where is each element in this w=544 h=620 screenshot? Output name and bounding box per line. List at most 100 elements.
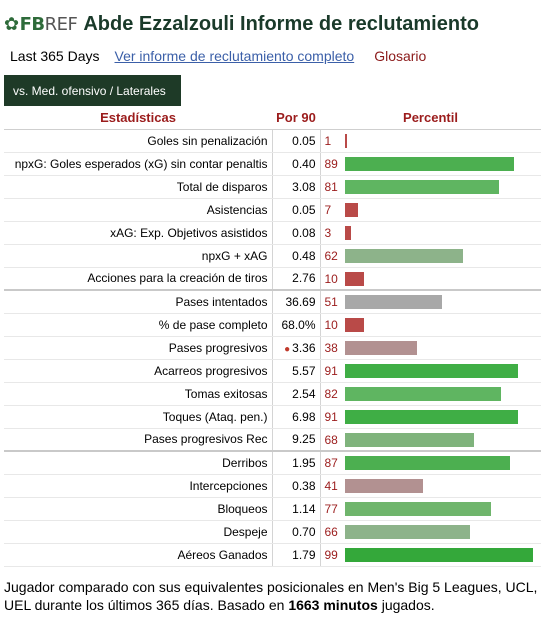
percentile-value: 82 <box>324 386 338 401</box>
stat-name: Intercepciones <box>4 474 273 498</box>
table-row: Asistencias 0.05 7 <box>4 198 541 222</box>
per90-value-cell: 36.69 <box>272 289 321 314</box>
stat-name: % de pase completo <box>4 313 273 337</box>
per90-value: 0.05 <box>292 202 316 217</box>
percentile-cell: 89 <box>320 152 541 176</box>
per90-value: 0.70 <box>292 524 316 539</box>
table-row: xAG: Exp. Objetivos asistidos 0.08 3 <box>4 221 541 245</box>
per90-value-cell: 0.40 <box>272 152 321 176</box>
percentile-value: 91 <box>324 363 338 378</box>
percentile-value: 38 <box>324 340 338 355</box>
tab-comparison-group[interactable]: vs. Med. ofensivo / Laterales <box>4 75 181 106</box>
percentile-cell: 51 <box>320 289 541 314</box>
stat-name: Bloqueos <box>4 497 273 521</box>
table-row: Despeje 0.70 66 <box>4 520 541 544</box>
flag-dot-icon: ● <box>284 343 291 355</box>
sub-navigation: Last 365 Days Ver informe de reclutamien… <box>10 48 426 64</box>
percentile-bar <box>344 317 364 332</box>
percentile-cell: 10 <box>320 313 541 337</box>
percentile-bar <box>344 432 474 447</box>
percentile-bar <box>344 524 470 539</box>
table-row: Pases progresivos ● 3.36 38 <box>4 336 541 360</box>
percentile-value: 68 <box>324 432 338 447</box>
percentile-value: 81 <box>324 179 338 194</box>
stat-name: xAG: Exp. Objetivos asistidos <box>4 221 273 245</box>
percentile-bar <box>344 340 417 355</box>
percentile-value: 7 <box>324 202 332 217</box>
percentile-value: 10 <box>324 271 338 286</box>
percentile-cell: 1 <box>320 129 541 153</box>
per90-value: 3.08 <box>292 179 316 194</box>
table-row: npxG + xAG 0.48 62 <box>4 244 541 268</box>
percentile-bar <box>344 156 514 171</box>
stat-name: Goles sin penalización <box>4 129 273 153</box>
percentile-cell: 91 <box>320 359 541 383</box>
table-row: Intercepciones 0.38 41 <box>4 474 541 498</box>
percentile-value: 66 <box>324 524 338 539</box>
per90-value-cell: 1.14 <box>272 497 321 521</box>
stat-name: Aéreos Ganados <box>4 543 273 567</box>
stat-name: npxG: Goles esperados (xG) sin contar pe… <box>4 152 273 176</box>
per90-value-cell: 5.57 <box>272 359 321 383</box>
per90-value: 1.79 <box>292 547 316 562</box>
column-header-per90[interactable]: Por 90 <box>272 107 320 130</box>
per90-value-cell: 1.95 <box>272 450 321 475</box>
table-row: npxG: Goles esperados (xG) sin contar pe… <box>4 152 541 176</box>
column-header-percentile[interactable]: Percentil <box>320 107 541 130</box>
footer-minutes: 1663 minutos <box>288 597 378 613</box>
per90-value-cell: ● 3.36 <box>272 336 321 360</box>
per90-value: 0.40 <box>292 156 316 171</box>
percentile-cell: 10 <box>320 267 541 291</box>
stat-name: Pases intentados <box>4 289 273 314</box>
percentile-cell: 82 <box>320 382 541 406</box>
percentile-value: 87 <box>324 456 338 471</box>
percentile-bar <box>344 501 491 516</box>
percentile-bar <box>344 547 533 562</box>
scouting-report-table: Estadísticas Por 90 Percentil Goles sin … <box>4 107 541 567</box>
fbref-logo[interactable]: ✿ FB REF <box>4 14 78 35</box>
percentile-cell: 87 <box>320 450 541 475</box>
per90-value: 0.05 <box>292 133 316 148</box>
per90-value-cell: 3.08 <box>272 175 321 199</box>
page-title: Abde Ezzalzouli Informe de reclutamiento <box>83 12 479 35</box>
percentile-value: 62 <box>324 248 338 263</box>
glossary-link[interactable]: Glosario <box>374 48 427 64</box>
percentile-cell: 7 <box>320 198 541 222</box>
stat-name: Derribos <box>4 450 273 475</box>
per90-value: 1.14 <box>292 501 316 516</box>
per90-value: 0.38 <box>292 478 316 493</box>
percentile-cell: 91 <box>320 405 541 429</box>
per90-value: 68.0% <box>281 317 316 332</box>
percentile-bar <box>344 225 351 240</box>
percentile-cell: 38 <box>320 336 541 360</box>
footer-text-end: jugados. <box>377 597 435 613</box>
page-header: ✿ FB REF Abde Ezzalzouli Informe de reclu… <box>4 8 479 40</box>
period-label: Last 365 Days <box>10 48 100 64</box>
percentile-cell: 68 <box>320 428 541 452</box>
stat-name: Acciones para la creación de tiros <box>4 267 273 291</box>
percentile-cell: 81 <box>320 175 541 199</box>
stat-name: Acarreos progresivos <box>4 359 273 383</box>
table-row: Pases intentados 36.69 51 <box>4 289 541 314</box>
percentile-bar <box>344 386 501 401</box>
per90-value-cell: 1.79 <box>272 543 321 567</box>
per90-value-cell: 0.70 <box>272 520 321 544</box>
footer-text: Jugador comparado con sus equivalentes p… <box>4 579 538 613</box>
percentile-bar <box>344 363 518 378</box>
table-row: Aéreos Ganados 1.79 99 <box>4 543 541 567</box>
percentile-value: 41 <box>324 478 338 493</box>
table-row: Total de disparos 3.08 81 <box>4 175 541 199</box>
column-header-stat[interactable]: Estadísticas <box>4 107 272 130</box>
percentile-bar <box>344 248 463 263</box>
per90-value-cell: 9.25 <box>272 428 321 452</box>
stat-name: Tomas exitosas <box>4 382 273 406</box>
per90-value-cell: 2.76 <box>272 267 321 291</box>
percentile-value: 91 <box>324 409 338 424</box>
table-row: Bloqueos 1.14 77 <box>4 497 541 521</box>
per90-value: 1.95 <box>292 455 316 470</box>
per90-value: 9.25 <box>292 432 316 447</box>
per90-value-cell: 0.48 <box>272 244 321 268</box>
table-row: Tomas exitosas 2.54 82 <box>4 382 541 406</box>
per90-value: 36.69 <box>285 294 316 309</box>
full-report-link[interactable]: Ver informe de reclutamiento completo <box>114 48 355 64</box>
